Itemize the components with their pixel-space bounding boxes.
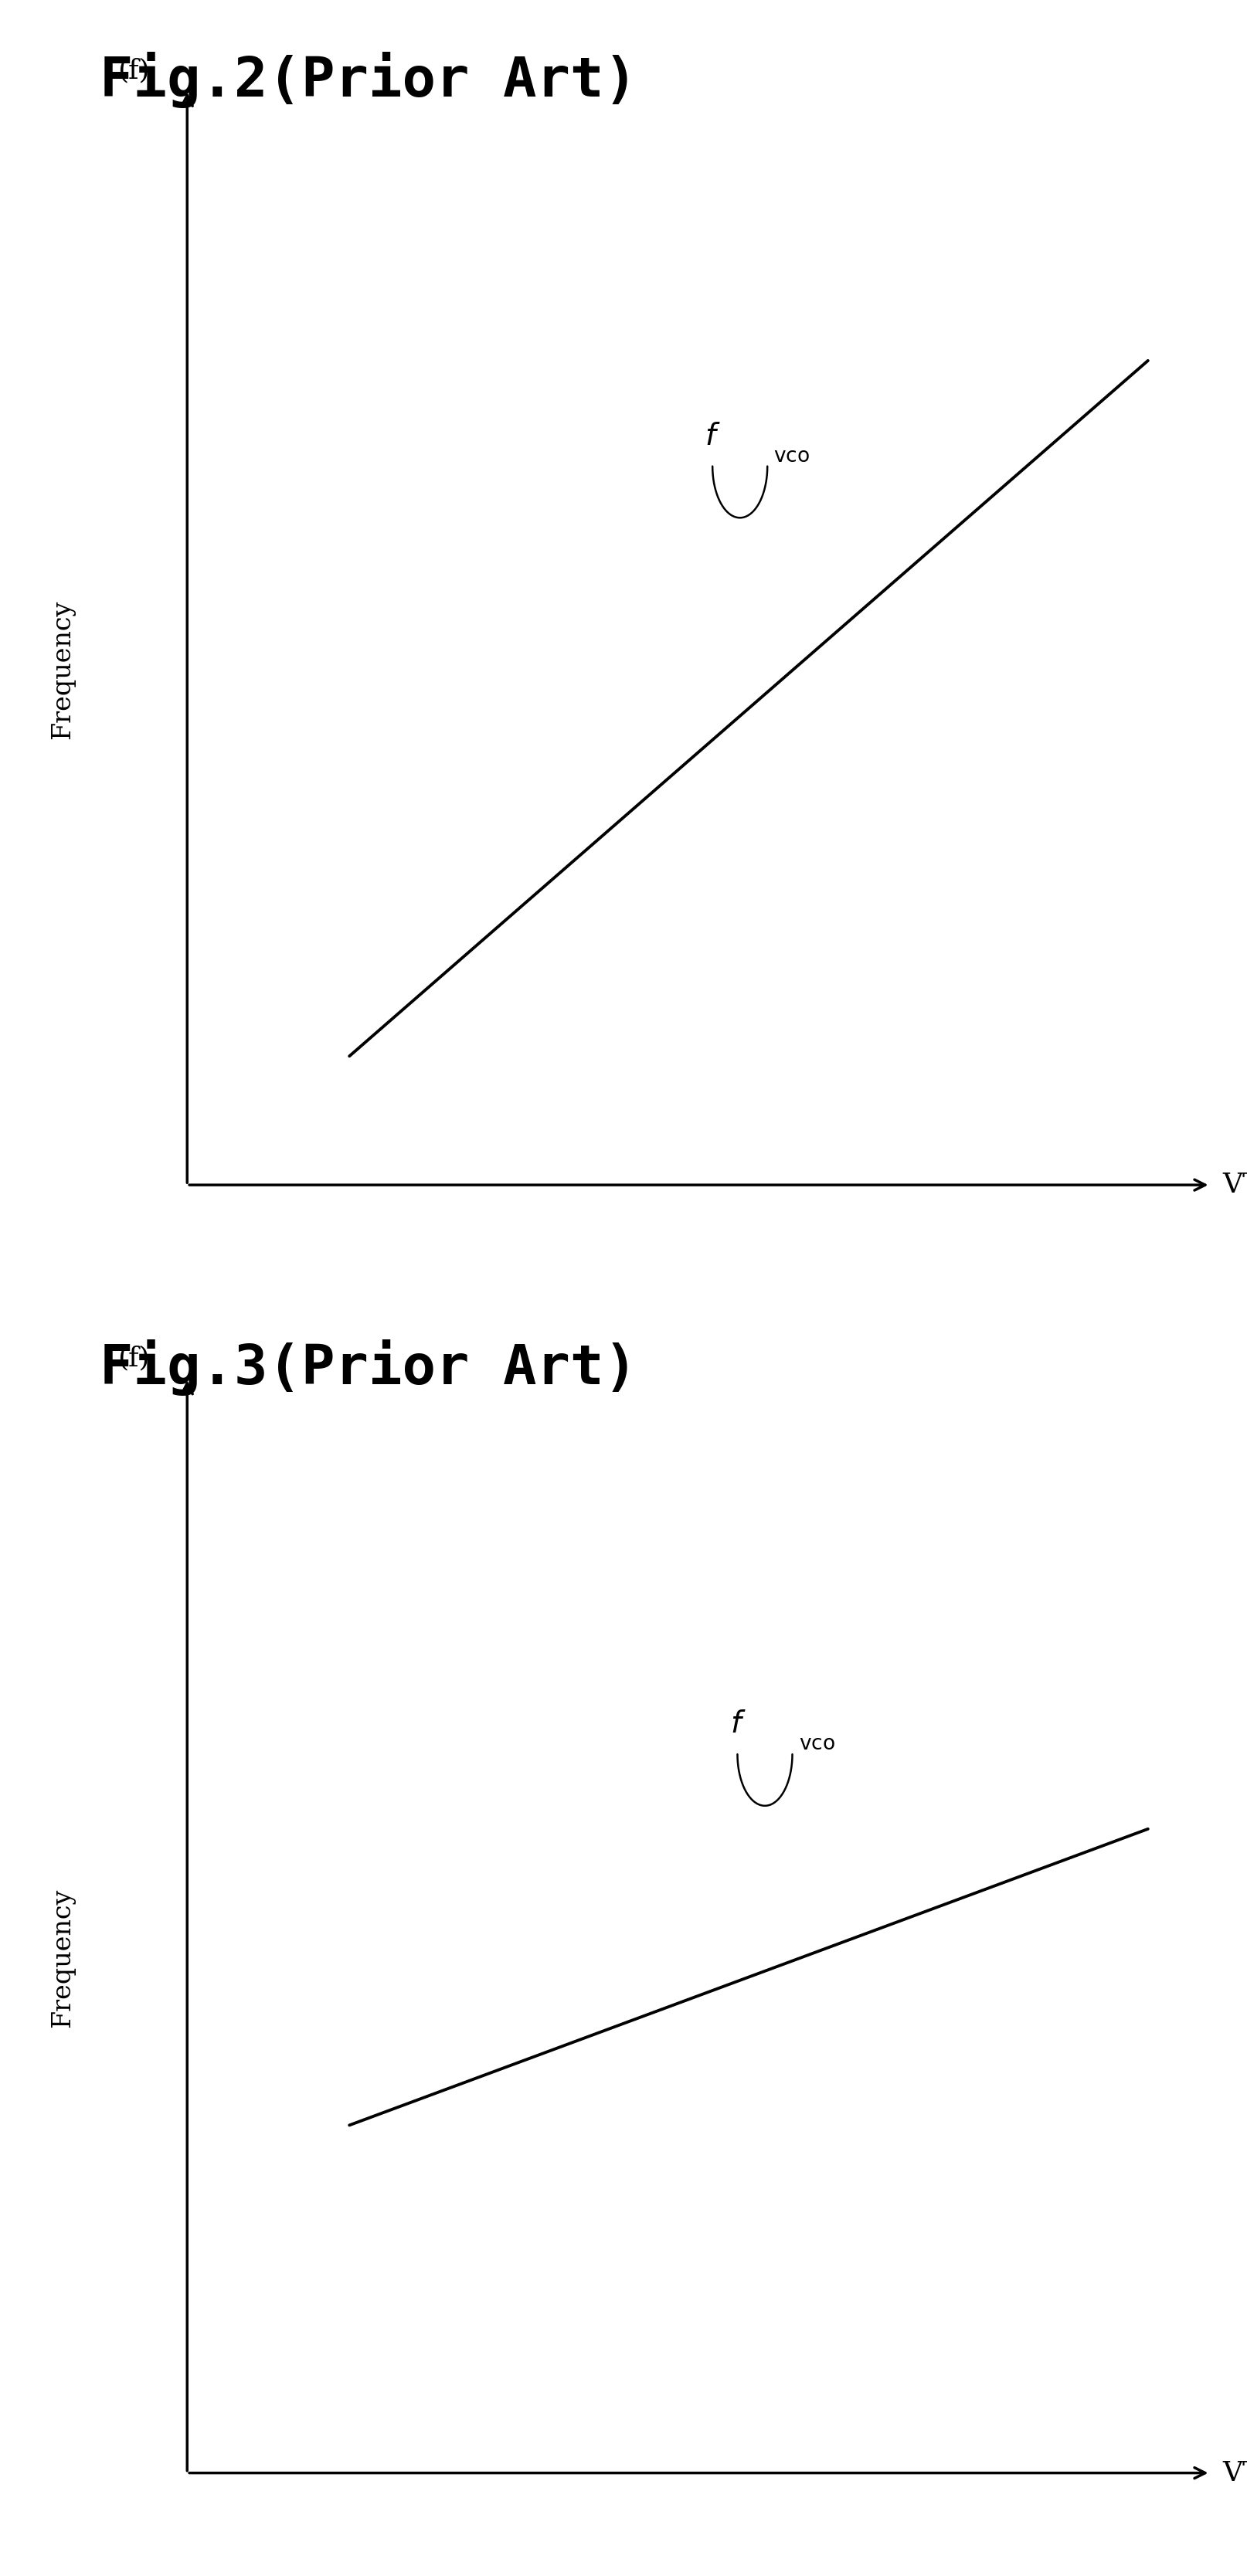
Text: Fig.3(Prior Art): Fig.3(Prior Art) bbox=[100, 1340, 637, 1396]
Text: $\mathrm{vco}$: $\mathrm{vco}$ bbox=[773, 446, 809, 466]
Text: Frequency: Frequency bbox=[50, 1888, 75, 2027]
Text: (f): (f) bbox=[117, 1345, 150, 1370]
Text: $\mathrm{vco}$: $\mathrm{vco}$ bbox=[798, 1734, 834, 1754]
Text: Frequency: Frequency bbox=[50, 600, 75, 739]
Text: $f$: $f$ bbox=[705, 422, 721, 451]
Text: VT: VT bbox=[1222, 1172, 1247, 1198]
Text: Fig.2(Prior Art): Fig.2(Prior Art) bbox=[100, 52, 637, 108]
Text: $f$: $f$ bbox=[729, 1710, 746, 1739]
Text: VT: VT bbox=[1222, 2460, 1247, 2486]
Text: (f): (f) bbox=[117, 57, 150, 82]
